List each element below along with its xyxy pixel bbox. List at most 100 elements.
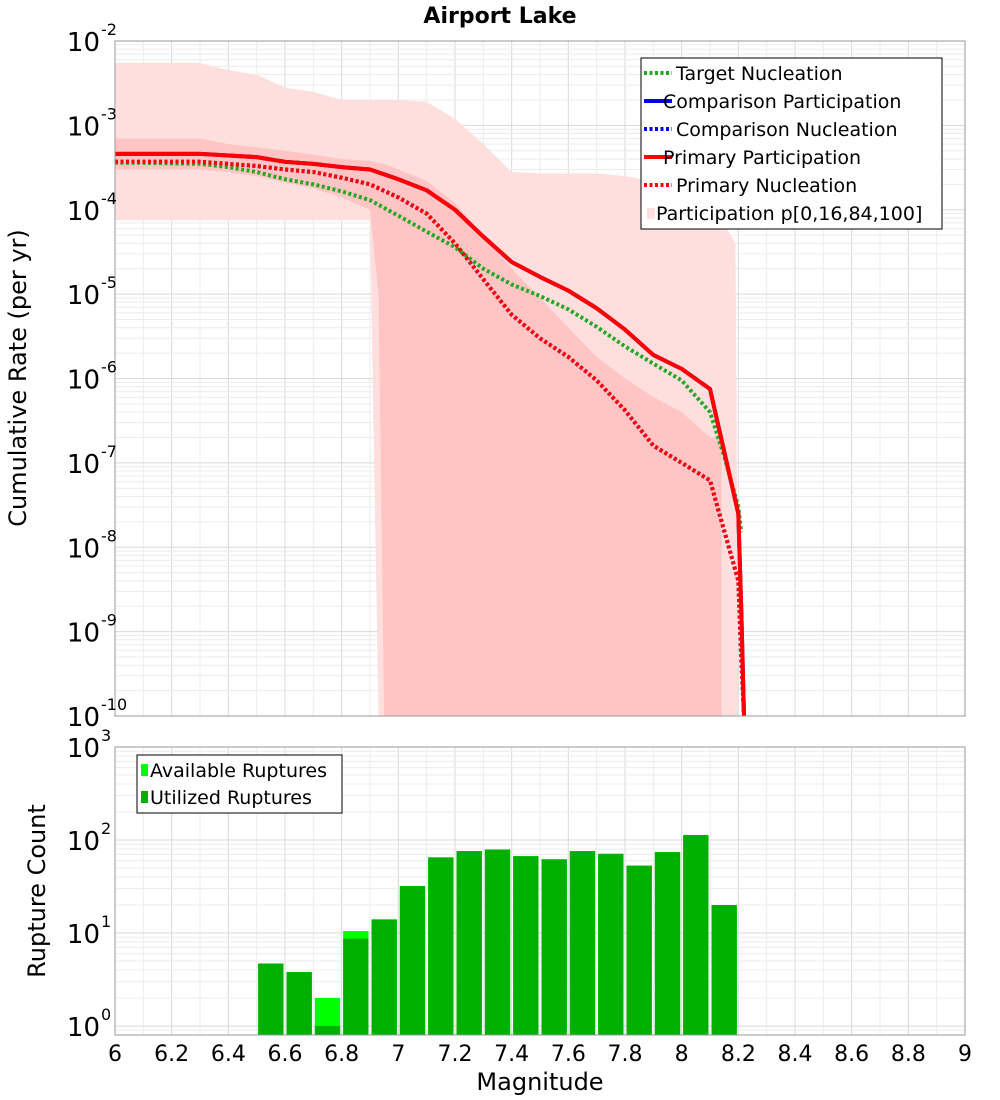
y-tick-exponent: -5 <box>101 273 117 292</box>
x-tick-label: 8.4 <box>778 1042 813 1067</box>
legend-label: Target Nucleation <box>675 63 843 85</box>
legend-item: Utilized Ruptures <box>141 787 312 809</box>
legend-item: Comparison Nucleation <box>644 119 898 141</box>
count-legend: Available Ruptures Utilized Ruptures <box>136 754 343 814</box>
y-tick-label: 10 1 <box>67 912 111 950</box>
y-tick-base: 10 <box>67 619 100 649</box>
y-tick-base: 10 <box>67 920 100 950</box>
band-p16-p84 <box>115 138 722 716</box>
legend-box <box>136 754 343 814</box>
rate-bands <box>115 62 742 716</box>
legend-item: Comparison Participation <box>644 91 901 113</box>
y-tick-label: 10 2 <box>67 819 111 857</box>
band-p16-p84-lobe <box>455 235 722 716</box>
bar-utilized <box>513 856 539 1035</box>
bar-utilized <box>711 905 737 1035</box>
x-tick-label: 7.8 <box>608 1042 643 1067</box>
y-tick-label: 10 0 <box>67 1005 111 1043</box>
legend-item: Primary Nucleation <box>644 175 857 197</box>
y-tick-exponent: -10 <box>101 695 127 714</box>
count-plot-frame <box>114 746 966 1036</box>
x-tick-label: 7.2 <box>438 1042 473 1067</box>
bar-utilized <box>654 852 681 1035</box>
legend-label: Participation p[0,16,84,100] <box>656 203 922 225</box>
x-tick-label: 6.4 <box>211 1042 246 1067</box>
y-tick-label: 10 -10 <box>67 695 127 733</box>
bar-utilized <box>456 851 482 1035</box>
rate-plot-frame <box>114 40 966 717</box>
y-tick-base: 10 <box>67 534 100 564</box>
bar-utilized <box>399 886 426 1035</box>
bar-utilized <box>683 835 709 1035</box>
bar-utilized <box>626 865 652 1035</box>
bar-utilized <box>286 972 312 1035</box>
x-tick-label: 6 <box>108 1042 122 1067</box>
y-tick-exponent: -7 <box>101 442 117 461</box>
bar-utilized <box>541 859 567 1035</box>
y-tick-label: 10 -8 <box>67 526 117 564</box>
y-tick-exponent: 1 <box>101 912 111 931</box>
legend-label: Primary Participation <box>663 147 861 169</box>
y-tick-base: 10 <box>67 450 100 480</box>
chart-title: Airport Lake <box>423 4 576 29</box>
rate-legend: Target Nucleation Comparison Participatio… <box>640 57 943 230</box>
bar-utilized <box>428 857 454 1035</box>
count-bars <box>258 835 737 1035</box>
x-tick-label: 8.2 <box>721 1042 756 1067</box>
y-tick-exponent: 2 <box>101 819 111 838</box>
x-tick-label: 8.6 <box>834 1042 869 1067</box>
series-line-primary-participation <box>115 151 746 716</box>
y-tick-label: 10 -6 <box>67 358 117 396</box>
count-y-axis-label: Rupture Count <box>23 804 51 978</box>
y-tick-base: 10 <box>67 28 100 58</box>
y-tick-base: 10 <box>67 281 100 311</box>
y-tick-base: 10 <box>67 197 100 227</box>
x-tick-label: 7.4 <box>494 1042 529 1067</box>
x-tick-label: 8 <box>675 1042 689 1067</box>
bar-utilized <box>569 851 596 1035</box>
bar-utilized <box>258 963 284 1035</box>
y-tick-base: 10 <box>67 112 100 142</box>
y-tick-base: 10 <box>67 734 100 764</box>
rate-y-axis-label: Cumulative Rate (per yr) <box>4 229 32 527</box>
bar-utilized <box>598 853 624 1035</box>
y-tick-exponent: -9 <box>101 611 117 630</box>
legend-item: Primary Participation <box>644 147 861 169</box>
x-tick-labels: 6 6.2 6.4 6.6 6.8 7 7.2 7.4 7.6 7.8 8 8.2 8.4 8.6 8.8 9 <box>108 1042 972 1067</box>
y-tick-exponent: -3 <box>101 104 117 123</box>
x-tick-label: 6.2 <box>154 1042 189 1067</box>
legend-swatch <box>141 791 148 803</box>
y-tick-base: 10 <box>67 1013 100 1043</box>
y-tick-label: 10 -4 <box>67 189 117 227</box>
legend-item: Target Nucleation <box>644 63 843 85</box>
y-tick-exponent: 3 <box>101 726 111 745</box>
legend-label: Comparison Nucleation <box>676 119 898 141</box>
legend-label: Comparison Participation <box>663 91 901 113</box>
x-tick-label: 9 <box>958 1042 972 1067</box>
legend-label: Available Ruptures <box>150 760 327 782</box>
y-tick-exponent: -4 <box>101 189 117 208</box>
bar-utilized <box>343 938 369 1035</box>
y-tick-exponent: -2 <box>101 20 117 39</box>
bar-utilized <box>484 849 511 1035</box>
y-tick-base: 10 <box>67 366 100 396</box>
x-tick-label: 8.8 <box>891 1042 926 1067</box>
legend-label: Primary Nucleation <box>676 175 857 197</box>
y-tick-base: 10 <box>67 827 100 857</box>
y-tick-label: 10 -7 <box>67 442 117 480</box>
y-tick-label: 10 -9 <box>67 611 117 649</box>
legend-swatch <box>141 764 148 776</box>
y-tick-exponent: -8 <box>101 526 117 545</box>
y-tick-exponent: 0 <box>101 1005 111 1024</box>
rate-series <box>115 151 746 716</box>
legend-item: Available Ruptures <box>141 760 327 782</box>
x-tick-label: 6.8 <box>324 1042 359 1067</box>
y-tick-label: 10 -3 <box>67 104 117 142</box>
bar-utilized <box>314 1025 341 1035</box>
legend-label: Utilized Ruptures <box>150 787 312 809</box>
y-tick-label: 10 3 <box>67 726 111 764</box>
